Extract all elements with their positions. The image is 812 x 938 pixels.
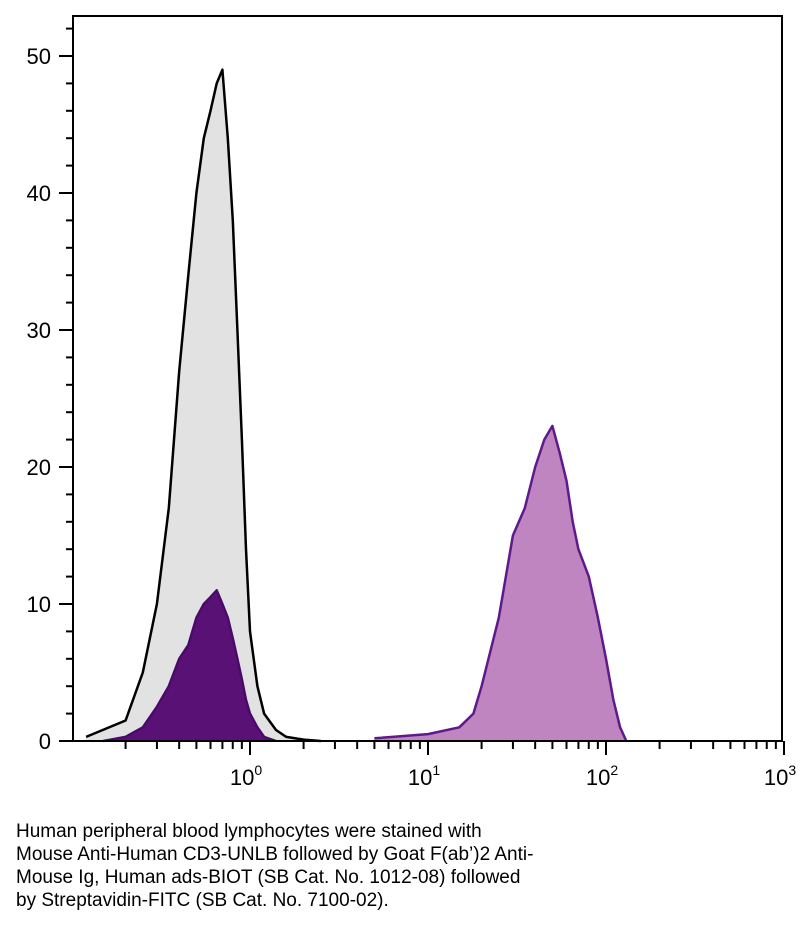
y-tick-label: 40 (27, 181, 51, 206)
x-tick-label: 100 (230, 762, 262, 790)
series-line-control (85, 68, 321, 743)
caption-line: Human peripheral blood lymphocytes were … (16, 821, 482, 842)
caption-line: by Streptavidin-FITC (SB Cat. No. 7100-0… (16, 890, 389, 911)
y-tick-label: 10 (27, 592, 51, 617)
x-tick-label: 101 (408, 762, 440, 790)
series-area-stained-low (103, 590, 276, 741)
series-layer (85, 68, 628, 743)
series-line-stained-low (103, 589, 277, 743)
y-axis: 0 10 20 30 40 50 (27, 27, 73, 754)
figure-caption: Human peripheral blood lymphocytes were … (16, 820, 716, 912)
caption-line: Mouse Ig, Human ads-BIOT (SB Cat. No. 10… (16, 867, 521, 888)
caption-line: Mouse Anti-Human CD3-UNLB followed by Go… (16, 844, 534, 865)
y-tick-label: 20 (27, 455, 51, 480)
x-axis: 100 101 102 103 (124, 741, 796, 790)
x-tick-label: 102 (586, 762, 618, 790)
series-line-stained (374, 424, 628, 742)
y-tick-label: 50 (27, 44, 51, 69)
series-area-control (86, 69, 321, 741)
series-area-stained (374, 425, 627, 741)
y-tick-label: 30 (27, 318, 51, 343)
histogram-chart: 100 101 102 103 0 10 20 30 40 50 (27, 15, 796, 790)
x-tick-label: 103 (764, 762, 796, 790)
y-tick-label: 0 (39, 729, 51, 754)
